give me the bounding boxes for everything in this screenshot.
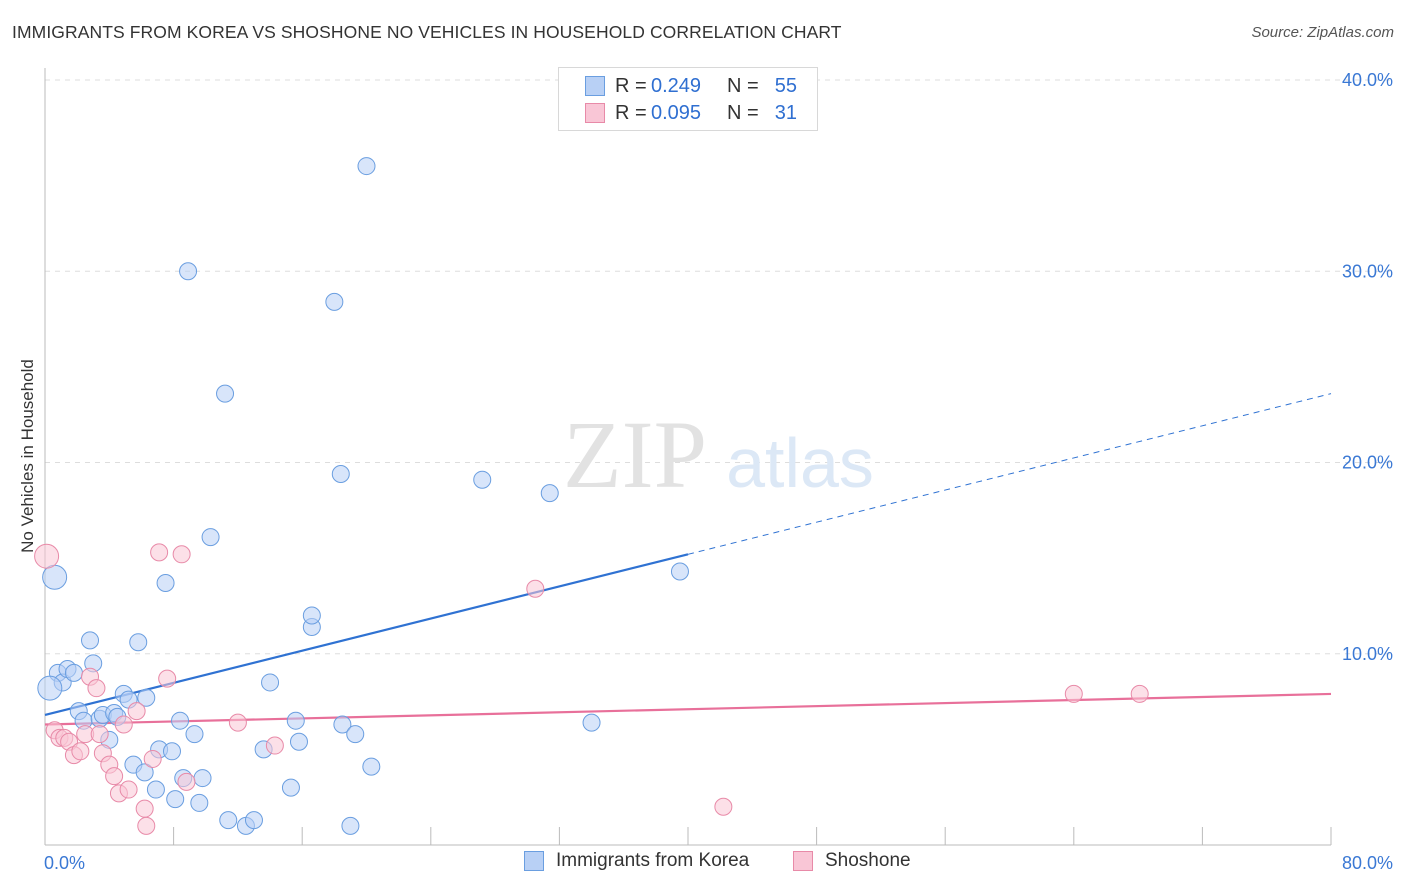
- korea-point: [193, 769, 212, 788]
- watermark: ZIP atlas: [563, 401, 874, 508]
- korea-point: [341, 816, 360, 835]
- y-tick-label: 20.0%: [1342, 453, 1393, 473]
- korea-point: [129, 633, 148, 652]
- korea-point: [286, 711, 305, 730]
- korea-point: [42, 564, 68, 590]
- korea-swatch: [585, 76, 605, 96]
- tick-labels: 10.0% 20.0% 30.0% 40.0% 0.0% 80.0%: [44, 70, 1393, 873]
- source-label: Source: ZipAtlas.com: [1251, 24, 1394, 41]
- shoshone-point: [90, 725, 109, 744]
- shoshone-point: [714, 797, 733, 816]
- korea-point: [670, 562, 689, 581]
- korea-point: [289, 732, 308, 751]
- y-tick-label: 40.0%: [1342, 70, 1393, 90]
- series-legend: Immigrants from Korea Shoshone: [0, 850, 1406, 878]
- korea-point: [333, 715, 352, 734]
- x-tick-label: 0.0%: [44, 853, 85, 873]
- korea-point: [171, 711, 190, 730]
- shoshone-n-value: 31: [774, 101, 797, 124]
- stats-row-shoshone: R = 0.095 N = 31: [585, 101, 797, 125]
- korea-point: [362, 757, 381, 776]
- shoshone-n-label: N =: [727, 101, 759, 124]
- korea-point: [346, 725, 365, 744]
- axes: [44, 68, 1332, 846]
- korea-n-label: N =: [727, 74, 759, 97]
- shoshone-point: [114, 715, 133, 734]
- korea-point: [281, 778, 300, 797]
- shoshone-r-label: R =: [615, 101, 647, 124]
- shoshone-point: [71, 742, 90, 761]
- shoshone-point: [228, 713, 247, 732]
- shoshone-point: [177, 772, 196, 791]
- korea-point: [357, 157, 376, 176]
- korea-point: [162, 742, 181, 761]
- watermark-atlas: atlas: [726, 424, 874, 502]
- korea-point: [582, 713, 601, 732]
- legend-korea-label: Immigrants from Korea: [556, 850, 750, 871]
- stats-row-korea: R = 0.249 N = 55: [585, 74, 797, 98]
- legend-shoshone-label: Shoshone: [825, 850, 911, 871]
- data-points: [34, 157, 1149, 835]
- shoshone-swatch: [585, 103, 605, 123]
- shoshone-r-value: 0.095: [651, 101, 702, 124]
- korea-trend-extension: [687, 393, 1332, 555]
- shoshone-point: [105, 767, 124, 786]
- korea-point: [331, 464, 350, 483]
- shoshone-point: [158, 669, 177, 688]
- korea-point: [302, 606, 321, 625]
- korea-point: [185, 725, 204, 744]
- stats-legend: R = 0.249 N = 55 R = 0.095 N = 31: [558, 67, 818, 131]
- korea-point: [146, 780, 165, 799]
- shoshone-trend-line: [44, 692, 1332, 726]
- shoshone-point: [137, 816, 156, 835]
- korea-point: [156, 573, 175, 592]
- shoshone-point: [150, 543, 169, 562]
- y-tick-label: 30.0%: [1342, 261, 1393, 281]
- shoshone-point: [34, 543, 60, 569]
- x-tick-label: 80.0%: [1342, 853, 1393, 873]
- y-tick-label: 10.0%: [1342, 644, 1393, 664]
- legend-korea-swatch: [524, 851, 544, 871]
- korea-trend-line: [44, 553, 689, 717]
- watermark-zip: ZIP: [563, 401, 707, 508]
- shoshone-point: [1130, 684, 1149, 703]
- korea-point: [216, 384, 235, 403]
- shoshone-point: [135, 799, 154, 818]
- korea-point: [135, 763, 154, 782]
- korea-point: [190, 793, 209, 812]
- korea-point: [473, 470, 492, 489]
- shoshone-point: [172, 545, 191, 564]
- korea-point: [137, 688, 156, 707]
- trend-lines: [44, 393, 1332, 726]
- legend-item-korea[interactable]: Immigrants from Korea: [524, 850, 749, 872]
- shoshone-point: [143, 749, 162, 768]
- korea-point: [540, 484, 559, 503]
- shoshone-point: [1064, 684, 1083, 703]
- shoshone-point: [265, 736, 284, 755]
- legend-item-shoshone[interactable]: Shoshone: [793, 850, 911, 872]
- chart-title: IMMIGRANTS FROM KOREA VS SHOSHONE NO VEH…: [12, 22, 842, 42]
- korea-point: [64, 663, 83, 682]
- korea-point: [81, 631, 100, 650]
- shoshone-point: [526, 579, 545, 598]
- korea-point: [244, 811, 263, 830]
- korea-point: [166, 790, 185, 809]
- korea-r-label: R =: [615, 74, 647, 97]
- korea-r-value: 0.249: [651, 74, 702, 97]
- korea-point: [219, 811, 238, 830]
- korea-point: [325, 292, 344, 311]
- korea-point: [37, 675, 63, 701]
- shoshone-point: [119, 780, 138, 799]
- legend-shoshone-swatch: [793, 851, 813, 871]
- korea-n-value: 55: [774, 74, 797, 97]
- y-axis-label: No Vehicles in Household: [18, 359, 37, 553]
- gridlines: [45, 79, 1392, 655]
- shoshone-point: [127, 702, 146, 721]
- korea-point: [179, 262, 198, 281]
- korea-point: [261, 673, 280, 692]
- korea-point: [201, 528, 220, 547]
- shoshone-point: [87, 679, 106, 698]
